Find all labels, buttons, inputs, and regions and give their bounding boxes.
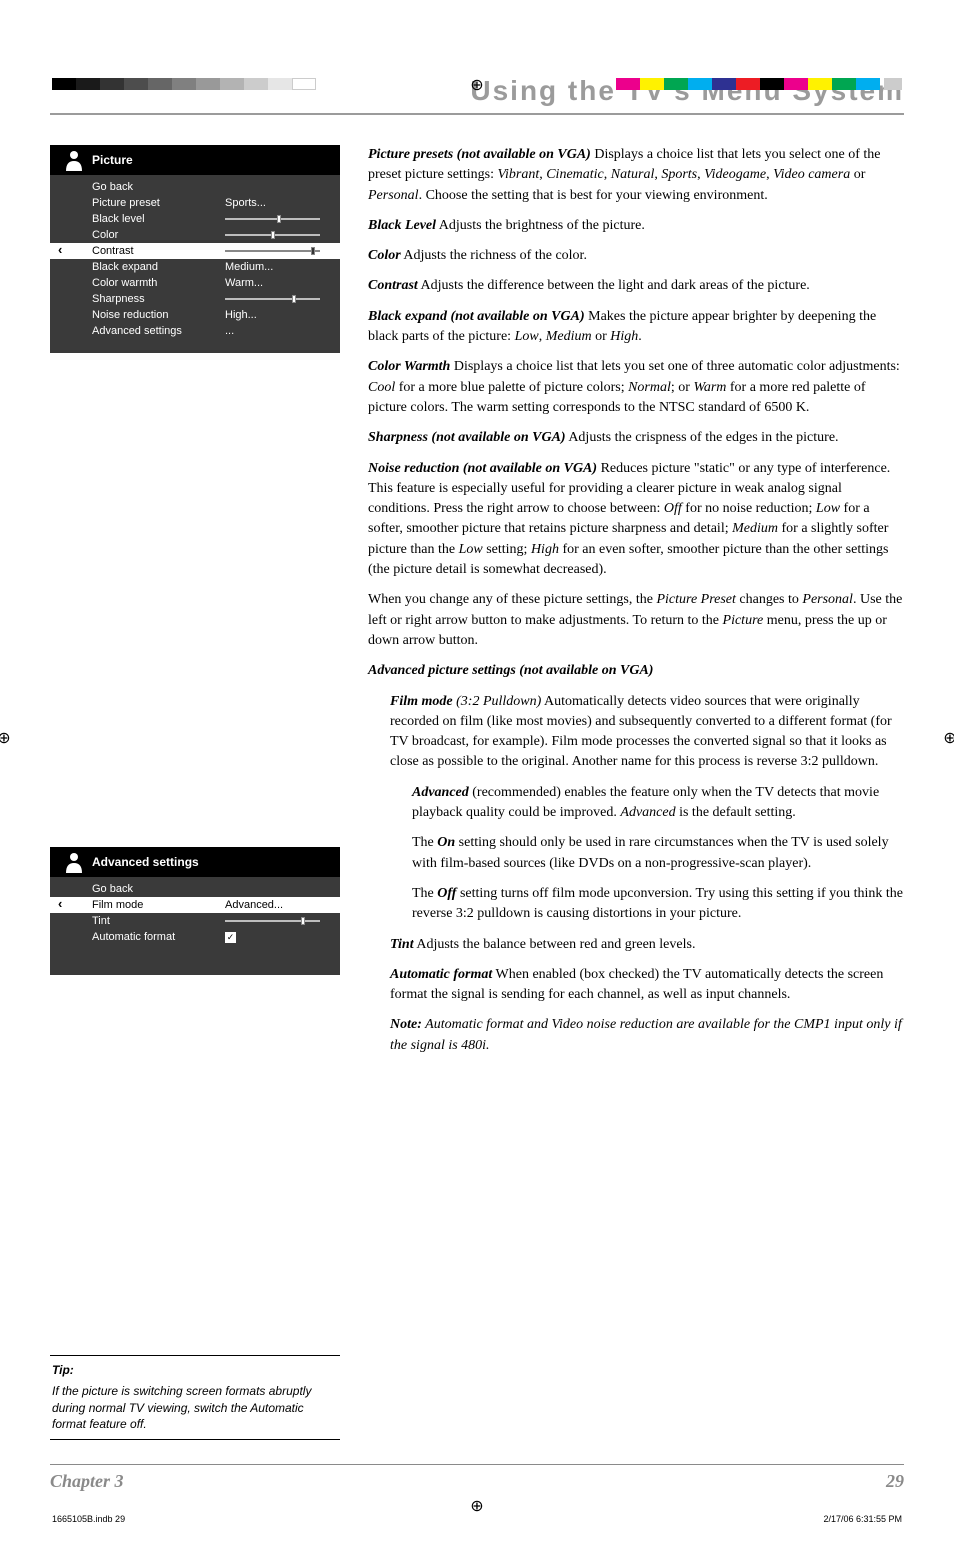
menu-row-label: Go back [92, 883, 225, 895]
picture-menu: Picture Go backPicture presetSports...Bl… [50, 145, 340, 353]
print-timestamp: 2/17/06 6:31:55 PM [823, 1514, 902, 1524]
page-number: 29 [886, 1471, 904, 1492]
calibration-grayscale [52, 78, 316, 90]
menu-row-value: Advanced... [225, 899, 320, 911]
para-on: The On setting should only be used in ra… [412, 833, 904, 874]
person-icon [64, 851, 84, 873]
tip-label: Tip: [52, 1362, 338, 1379]
menu-row[interactable]: Noise reductionHigh... [62, 307, 328, 323]
menu-row[interactable]: Sharpness [62, 291, 328, 307]
menu-row-label: Sharpness [92, 293, 225, 305]
menu-row-value: Warm... [225, 277, 320, 289]
menu-row-value: Sports... [225, 197, 320, 209]
menu-row[interactable]: Color [62, 227, 328, 243]
menu-row-label: Go back [92, 181, 225, 193]
menu-row[interactable]: Contrast [50, 243, 340, 259]
picture-menu-header: Picture [50, 145, 340, 175]
menu-row-label: Color warmth [92, 277, 225, 289]
registration-mark-left: ⊕ [0, 730, 13, 748]
menu-row-value: ... [225, 325, 320, 337]
menu-row[interactable]: Film modeAdvanced... [50, 897, 340, 913]
menu-row[interactable]: Advanced settings... [62, 323, 328, 339]
advanced-settings-menu: Advanced settings Go back Film modeAdvanc… [50, 847, 340, 975]
calibration-colors [616, 78, 902, 90]
body-text: Picture presets (not available on VGA) D… [368, 145, 904, 1440]
para-film-mode: Film mode (3:2 Pulldown) Automatically d… [390, 692, 904, 773]
para-note: Note: Automatic format and Video noise r… [390, 1015, 904, 1056]
para-color-warmth: Color Warmth Displays a choice list that… [368, 357, 904, 418]
slider[interactable] [225, 250, 320, 252]
para-automatic-format: Automatic format When enabled (box check… [390, 965, 904, 1006]
person-icon [64, 149, 84, 171]
picture-menu-title: Picture [92, 153, 133, 167]
advanced-picture-subheading: Advanced picture settings (not available… [368, 661, 904, 681]
advanced-settings-menu-title: Advanced settings [92, 855, 199, 869]
menu-row-value: High... [225, 309, 320, 321]
para-advanced: Advanced (recommended) enables the featu… [412, 783, 904, 824]
registration-mark-top: ⊕ [468, 77, 486, 95]
menu-row[interactable]: Picture presetSports... [62, 195, 328, 211]
left-column: Picture Go backPicture presetSports...Bl… [50, 145, 340, 1440]
menu-row-label: Advanced settings [92, 325, 225, 337]
registration-mark-bottom: ⊕ [468, 1498, 486, 1516]
menu-row[interactable]: Tint [62, 913, 328, 929]
para-color: Color Adjusts the richness of the color. [368, 246, 904, 266]
para-off: The Off setting turns off film mode upco… [412, 884, 904, 925]
menu-row-label: Noise reduction [92, 309, 225, 321]
para-noise-reduction: Noise reduction (not available on VGA) R… [368, 459, 904, 581]
menu-row-label: Contrast [92, 245, 225, 257]
menu-row[interactable]: Go back [62, 881, 328, 897]
menu-row-value: Medium... [225, 261, 320, 273]
checkbox[interactable]: ✓ [225, 932, 236, 943]
para-personal-note: When you change any of these picture set… [368, 590, 904, 651]
advanced-settings-menu-header: Advanced settings [50, 847, 340, 877]
menu-row[interactable]: Go back [62, 179, 328, 195]
para-picture-presets: Picture presets (not available on VGA) D… [368, 145, 904, 206]
title-rule [50, 113, 904, 115]
menu-row-label: Picture preset [92, 197, 225, 209]
page-footer: Chapter 3 29 [50, 1464, 904, 1492]
slider[interactable] [225, 298, 320, 300]
menu-row[interactable]: Color warmthWarm... [62, 275, 328, 291]
slider[interactable] [225, 920, 320, 922]
menu-row[interactable]: Automatic format✓ [62, 929, 328, 945]
menu-row[interactable]: Black expandMedium... [62, 259, 328, 275]
para-black-level: Black Level Adjusts the brightness of th… [368, 216, 904, 236]
print-file: 1665105B.indb 29 [52, 1514, 125, 1524]
registration-mark-right: ⊕ [941, 730, 954, 748]
menu-row-label: Film mode [92, 899, 225, 911]
slider[interactable] [225, 218, 320, 220]
menu-row-label: Black level [92, 213, 225, 225]
menu-row[interactable]: Black level [62, 211, 328, 227]
menu-row-label: Black expand [92, 261, 225, 273]
para-black-expand: Black expand (not available on VGA) Make… [368, 307, 904, 348]
para-contrast: Contrast Adjusts the difference between … [368, 276, 904, 296]
tip-box: Tip: If the picture is switching screen … [50, 1355, 340, 1440]
menu-row-label: Color [92, 229, 225, 241]
menu-row-label: Automatic format [92, 931, 225, 943]
chapter-label: Chapter 3 [50, 1471, 124, 1492]
slider[interactable] [225, 234, 320, 236]
para-tint: Tint Adjusts the balance between red and… [390, 935, 904, 955]
tip-text: If the picture is switching screen forma… [52, 1384, 311, 1432]
menu-row-label: Tint [92, 915, 225, 927]
para-sharpness: Sharpness (not available on VGA) Adjusts… [368, 428, 904, 448]
